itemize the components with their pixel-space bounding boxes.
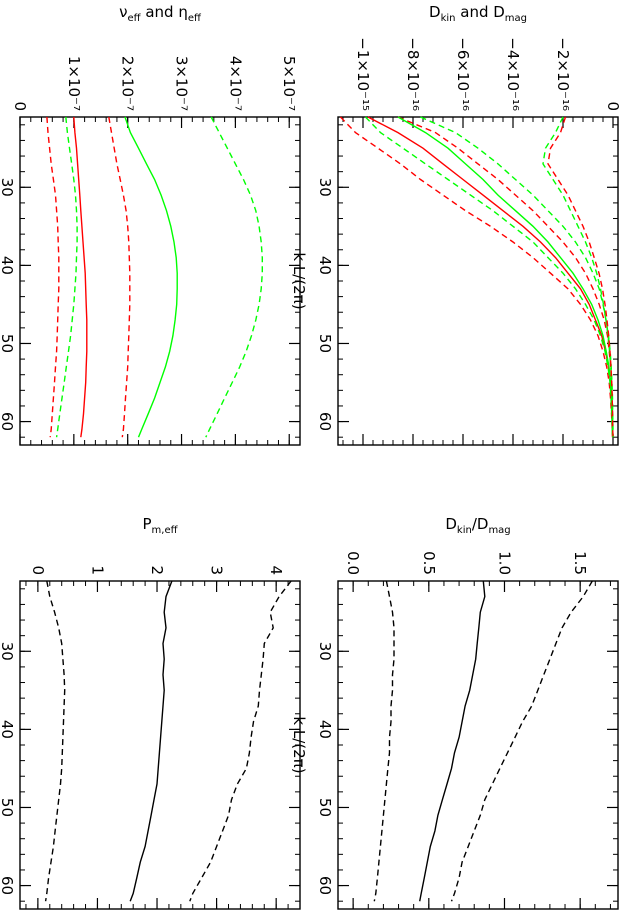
series-line-4 bbox=[364, 116, 614, 438]
x-tick-label: 40 bbox=[316, 720, 334, 739]
y-tick-label: 0.0 bbox=[344, 551, 362, 575]
y-axis-label: Dkin/Dmag bbox=[445, 515, 510, 536]
x-tick-label: 30 bbox=[0, 178, 16, 197]
y-tick-label: 0 bbox=[11, 101, 29, 111]
series-line-2 bbox=[44, 580, 66, 902]
y-axis-label: Dkin and Dmag bbox=[429, 3, 527, 24]
x-tick-label: 30 bbox=[316, 178, 334, 197]
series-line-0 bbox=[419, 580, 486, 902]
y-tick-label: −1×10⁻¹⁵ bbox=[354, 37, 372, 111]
y-tick-label: −4×10⁻¹⁶ bbox=[504, 37, 522, 111]
y-tick-label: 5×10⁻⁷ bbox=[280, 56, 298, 111]
y-axis-label: Pm,eff bbox=[142, 515, 178, 536]
series-line-1 bbox=[108, 116, 131, 438]
y-tick-label: −8×10⁻¹⁶ bbox=[404, 37, 422, 111]
y-tick-label: 4×10⁻⁷ bbox=[226, 56, 244, 111]
y-tick-label: 3×10⁻⁷ bbox=[173, 56, 191, 111]
x-tick-label: 40 bbox=[0, 720, 16, 739]
y-tick-label: 1.0 bbox=[495, 551, 513, 575]
series-line-2 bbox=[397, 116, 614, 438]
x-tick-label: 30 bbox=[316, 642, 334, 661]
x-tick-label: 40 bbox=[0, 256, 16, 275]
panel-viscosity: 3040506001×10⁻⁷2×10⁻⁷3×10⁻⁷4×10⁻⁷5×10⁻⁷k… bbox=[0, 3, 301, 446]
plot-frame bbox=[337, 116, 619, 446]
x-tick-label: 60 bbox=[0, 876, 16, 895]
panel-dissipation: 30 40 50 60 −1×10⁻¹⁵ −8×10⁻¹⁶ −6×10⁻¹⁶ −4×10⁻¹⁶… bbox=[290, 3, 622, 446]
x-tick-label: 40 bbox=[316, 256, 334, 275]
y-tick-label: 3 bbox=[208, 565, 226, 575]
y-tick-label: −6×10⁻¹⁶ bbox=[454, 37, 472, 111]
series-line-1 bbox=[450, 580, 593, 902]
series-line-2 bbox=[373, 580, 395, 902]
series-line-3 bbox=[397, 116, 614, 438]
series-line-5 bbox=[55, 116, 78, 438]
y-tick-label: −2×10⁻¹⁶ bbox=[554, 37, 572, 111]
panel-prandtl: 3040506001234k L/(2π)Pm,eff bbox=[0, 515, 301, 910]
series-line-2 bbox=[46, 116, 60, 438]
series-line-1 bbox=[339, 116, 614, 438]
y-tick-label: 4 bbox=[267, 565, 285, 575]
x-tick-label: 60 bbox=[316, 412, 334, 431]
y-tick-label: 1×10⁻⁷ bbox=[65, 56, 83, 111]
series-line-7 bbox=[547, 116, 614, 438]
y-tick-label: 2 bbox=[148, 565, 166, 575]
series-line-4 bbox=[205, 116, 263, 438]
y-tick-label: 1.5 bbox=[571, 551, 589, 575]
series-line-0 bbox=[73, 116, 88, 438]
y-tick-label: 2×10⁻⁷ bbox=[119, 56, 137, 111]
series-line-0 bbox=[129, 580, 173, 902]
y-tick-label: 0 bbox=[29, 565, 47, 575]
x-tick-label: 50 bbox=[0, 798, 16, 817]
y-tick-label: 0.5 bbox=[420, 551, 438, 575]
x-tick-label: 50 bbox=[316, 798, 334, 817]
x-tick-label: 50 bbox=[316, 334, 334, 353]
x-tick-label: 60 bbox=[0, 412, 16, 431]
series-line-6 bbox=[542, 116, 614, 438]
y-tick-label: 0 bbox=[604, 101, 622, 111]
x-tick-label: 60 bbox=[316, 876, 334, 895]
series-line-5 bbox=[420, 116, 614, 438]
series-line-1 bbox=[189, 580, 292, 902]
x-tick-label: 50 bbox=[0, 334, 16, 353]
series-line-3 bbox=[124, 116, 178, 438]
y-tick-label: 1 bbox=[88, 565, 106, 575]
x-tick-label: 30 bbox=[0, 642, 16, 661]
y-axis-label: νeff and ηeff bbox=[119, 3, 202, 24]
